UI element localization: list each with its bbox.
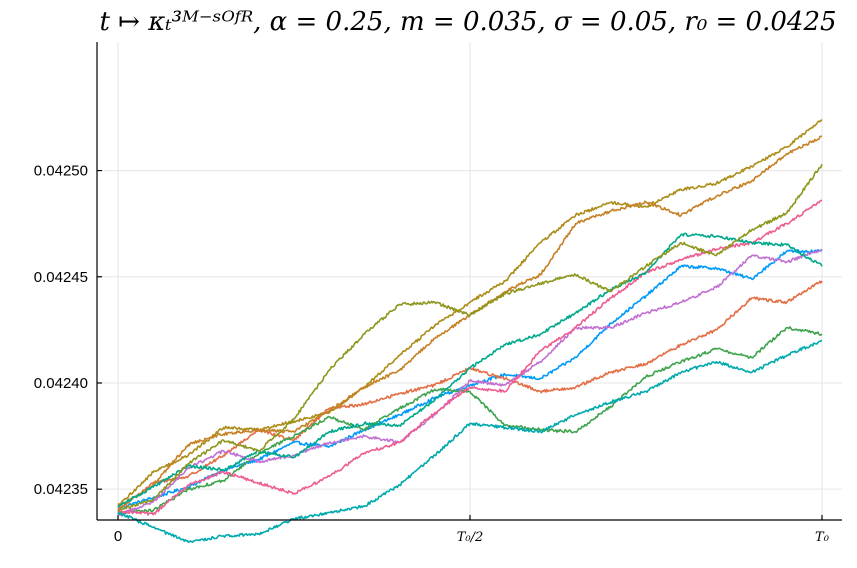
x-tick-labels: 0 T₀/2 T₀ (114, 515, 830, 545)
x-tick-label-2: T₀ (815, 530, 830, 545)
series-line-4 (117, 119, 823, 507)
x-tick-label-1: T₀/2 (457, 530, 484, 545)
series-line-8 (117, 232, 823, 508)
grid (97, 42, 842, 520)
series-line-0 (117, 249, 823, 510)
y-tick-label-3: 0.04250 (34, 163, 88, 180)
x-tick-label-0: 0 (114, 528, 122, 545)
y-tick-label-0: 0.04235 (34, 481, 88, 498)
series-group (117, 119, 823, 544)
chart-title: t ↦ κₜ³ᴹ⁻ˢᴼᶠᴿ, α = 0.25, m = 0.035, σ = … (99, 7, 836, 37)
y-tick-label-1: 0.04240 (34, 375, 88, 392)
series-line-3 (117, 248, 823, 516)
series-line-9 (117, 163, 823, 512)
series-line-5 (117, 339, 823, 544)
y-tick-label-2: 0.04245 (34, 269, 88, 286)
series-line-2 (117, 326, 823, 515)
y-tick-labels: 0.04235 0.04240 0.04245 0.04250 (34, 163, 102, 498)
